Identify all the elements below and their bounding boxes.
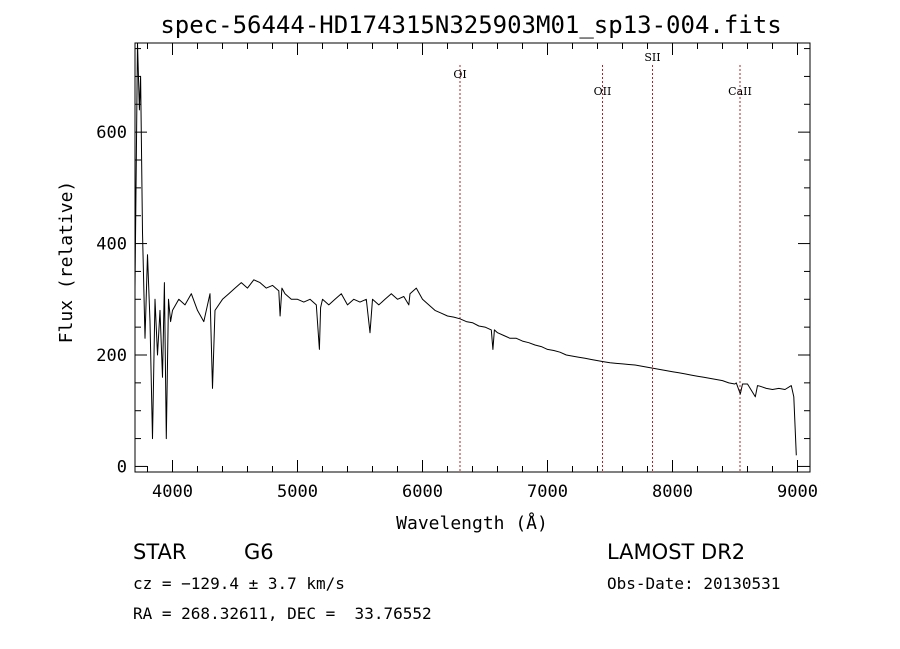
plot-frame xyxy=(134,42,811,473)
spectrum-line xyxy=(134,42,797,456)
x-tick-label: 8000 xyxy=(652,482,693,502)
x-tick-label: 4000 xyxy=(152,482,193,502)
x-tick-label: 5000 xyxy=(277,482,318,502)
emission-line-markers: OI OII SII CaII xyxy=(453,51,752,472)
x-tick-label: 6000 xyxy=(402,482,443,502)
x-axis-label: Wavelength (Å) xyxy=(396,512,548,534)
object-class: STAR xyxy=(133,540,187,564)
axis-ticks: 4000 5000 6000 7000 8000 9000 0 200 400 600 xyxy=(96,43,818,502)
line-label-sii: SII xyxy=(644,51,660,64)
x-tick-label: 9000 xyxy=(777,482,818,502)
y-tick-label: 0 xyxy=(117,457,127,477)
line-label-oii: OII xyxy=(594,85,612,98)
survey-name: LAMOST DR2 xyxy=(607,540,746,564)
line-label-oi: OI xyxy=(453,68,466,81)
chart-title: spec-56444-HD174315N325903M01_sp13-004.f… xyxy=(160,11,781,39)
y-tick-label: 400 xyxy=(96,235,127,255)
x-tick-label: 7000 xyxy=(527,482,568,502)
y-axis-label: Flux (relative) xyxy=(56,181,77,344)
observation-date: Obs-Date: 20130531 xyxy=(607,574,781,593)
y-tick-label: 600 xyxy=(96,123,127,143)
y-tick-label: 200 xyxy=(96,346,127,366)
coordinates: RA = 268.32611, DEC = 33.76552 xyxy=(133,604,432,623)
line-label-caii: CaII xyxy=(728,85,752,98)
redshift-velocity: cz = −129.4 ± 3.7 km/s xyxy=(133,574,345,593)
spectrum-series xyxy=(134,42,797,456)
object-subclass: G6 xyxy=(244,540,274,564)
plot-border xyxy=(134,42,811,473)
